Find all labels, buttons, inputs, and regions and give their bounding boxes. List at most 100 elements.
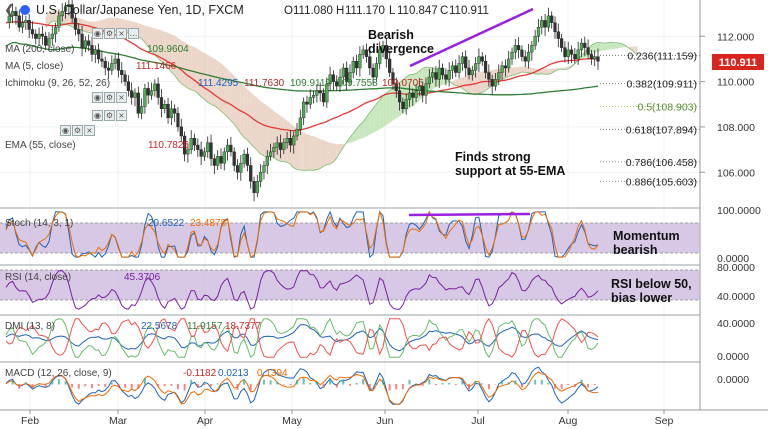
macd-histogram-bar [560, 384, 563, 389]
cloud-segment-bullish [614, 42, 618, 50]
eye-icon[interactable]: ◉ [60, 125, 71, 136]
cloud-segment-bearish [138, 23, 142, 39]
macd-histogram-bar [375, 382, 378, 385]
ma5-value: 111.1466 [136, 61, 177, 72]
candle-body [576, 49, 580, 60]
svg-text:110.911: 110.911 [719, 57, 758, 69]
macd-value-2: 0.0213 [218, 368, 249, 379]
candle-body [345, 67, 349, 82]
macd-histogram-bar [243, 379, 246, 385]
macd-histogram-bar [534, 379, 537, 385]
candle-body [315, 90, 319, 96]
cloud-segment-bearish [280, 115, 284, 162]
candle-body [388, 58, 392, 73]
settings-icon[interactable]: ⚙ [104, 92, 115, 103]
cloud-segment-bullish [366, 112, 370, 137]
stochastic-panel[interactable] [0, 207, 700, 259]
candle-body [189, 138, 193, 150]
candle-body [110, 63, 114, 71]
macd-histogram-bar [309, 382, 312, 385]
close-icon[interactable]: × [116, 92, 127, 103]
cloud-segment-bearish [333, 143, 337, 162]
indicator-legend[interactable]: MA (200, close) 109.9604 MA (5, close) 1… [5, 44, 424, 151]
annotation-support-line2: support at 55-EMA [455, 164, 565, 178]
macd-lines [5, 366, 599, 405]
cloud-segment-bearish [462, 76, 466, 91]
macd-histogram-bar [468, 384, 471, 390]
candle-body [318, 90, 322, 94]
cloud-segment-bullish [356, 124, 360, 141]
candle-body [50, 33, 54, 39]
cloud-segment-bullish [373, 104, 377, 133]
macd-histogram-bar [554, 384, 557, 389]
cloud-segment-bullish [363, 117, 367, 139]
macd-histogram-bar [262, 379, 265, 385]
stoch-tick-label: 100.0000 [717, 205, 761, 217]
price-panel[interactable]: 0.236(111.159) 0.382(109.911) 0.5(108.903)… [0, 0, 700, 410]
candle-body [259, 172, 263, 182]
indicator-panel-legends[interactable]: Stoch (14, 3, 1) 20.6522 23.4878 RSI (14… [5, 218, 288, 379]
rsi-panel[interactable] [0, 264, 700, 310]
eye-icon[interactable]: ◉ [92, 110, 103, 121]
candle-body [583, 42, 587, 48]
cloud-segment-bearish [154, 28, 159, 59]
macd-histogram-bar [110, 382, 113, 385]
macd-histogram-bar [335, 384, 338, 388]
di-minus-line [5, 317, 599, 358]
close-icon[interactable]: × [84, 125, 95, 136]
macd-panel[interactable] [0, 361, 700, 405]
cloud-segment-bearish [525, 66, 529, 73]
cloud-segment-bearish [316, 137, 321, 170]
candle-body [73, 17, 78, 30]
close-icon[interactable]: × [116, 28, 127, 39]
adx-line [5, 323, 599, 352]
dmi-panel[interactable] [0, 314, 700, 359]
cloud-segment-bearish [548, 68, 552, 75]
settings-icon[interactable]: ⚙ [72, 125, 83, 136]
candle-body [354, 61, 359, 69]
dmi-value-1: 22.5678 [141, 321, 178, 332]
price-tick-label: 106.000 [717, 167, 755, 179]
close-icon[interactable]: × [116, 110, 127, 121]
macd-histogram-bar [302, 378, 305, 385]
macd-histogram-bar [501, 380, 504, 385]
collapse-chevron-icon: ❮ [4, 2, 15, 18]
legend-controls-row-3[interactable]: ◉ ⚙ × [92, 110, 127, 121]
annotation-momentum-line2: bearish [613, 243, 657, 257]
ma200-line [5, 41, 599, 96]
legend-controls-row-4[interactable]: ◉ ⚙ × [60, 125, 95, 136]
candle-body [493, 79, 498, 87]
legend-controls-row-2[interactable]: ◉ ⚙ × [92, 92, 127, 103]
macd-histogram-bar [150, 384, 153, 386]
cloud-segment-bearish [303, 132, 307, 171]
candle-body [371, 67, 375, 78]
cloud-segment-bearish [48, 9, 53, 24]
candle-body [427, 76, 431, 85]
ichimoku-value-5: 109.0705 [382, 78, 424, 89]
candle-body [510, 51, 514, 60]
settings-icon[interactable]: ⚙ [104, 110, 115, 121]
macd-value-1: -0.1182 [183, 368, 217, 379]
stoch-divergence-line [408, 212, 531, 217]
eye-icon[interactable]: ◉ [92, 28, 103, 39]
candle-body [285, 138, 289, 143]
eye-icon[interactable]: ◉ [92, 92, 103, 103]
macd-histogram-bar [573, 384, 576, 387]
candle-body [192, 138, 197, 146]
candle-body [411, 92, 415, 98]
candle-body [579, 42, 584, 51]
cloud-segment-bearish [45, 12, 49, 28]
macd-histogram-bar [97, 384, 100, 386]
ichimoku-value-1: 111.4295 [198, 78, 239, 89]
macd-histogram-bar [322, 384, 325, 388]
more-icon[interactable]: … [128, 28, 139, 39]
cloud-segment-bearish [187, 44, 192, 90]
candle-body [149, 90, 154, 96]
cloud-segment-bullish [591, 43, 595, 55]
cloud-segment-bearish [224, 66, 228, 118]
fib-level-label: 0.886(105.603) [626, 176, 697, 188]
ichimoku-value-2: 111.7630 [244, 78, 285, 89]
legend-controls-row-1[interactable]: ◉ ⚙ × … [92, 28, 139, 39]
settings-icon[interactable]: ⚙ [104, 28, 115, 39]
